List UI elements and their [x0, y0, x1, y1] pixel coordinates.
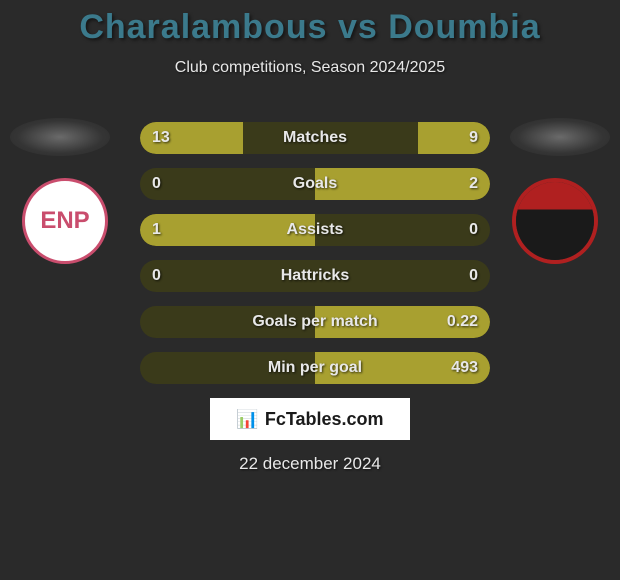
stat-row: 0.22Goals per match: [140, 306, 490, 338]
spotlight-left: [10, 118, 110, 156]
brand-box[interactable]: 📊 FcTables.com: [210, 398, 410, 440]
spotlight-right: [510, 118, 610, 156]
brand-text: FcTables.com: [265, 409, 384, 430]
team-badge-left-text: ENP: [40, 207, 89, 235]
page-title: Charalambous vs Doumbia: [0, 8, 620, 47]
stat-row: 139Matches: [140, 122, 490, 154]
stats-bars-container: 139Matches 02Goals 10Assists 00Hattricks 0.2…: [140, 122, 490, 398]
team-badge-right: [512, 178, 598, 264]
stat-row: 02Goals: [140, 168, 490, 200]
stat-label: Goals per match: [140, 306, 490, 338]
stat-label: Assists: [140, 214, 490, 246]
stat-row: 493Min per goal: [140, 352, 490, 384]
stat-label: Matches: [140, 122, 490, 154]
team-badge-left: ENP: [22, 178, 108, 264]
team-badge-right-inner: [516, 182, 594, 260]
header: Charalambous vs Doumbia Club competition…: [0, 0, 620, 77]
page-subtitle: Club competitions, Season 2024/2025: [0, 59, 620, 77]
chart-icon: 📊: [236, 409, 258, 430]
stat-row: 00Hattricks: [140, 260, 490, 292]
stat-row: 10Assists: [140, 214, 490, 246]
stat-label: Hattricks: [140, 260, 490, 292]
stat-label: Goals: [140, 168, 490, 200]
stat-label: Min per goal: [140, 352, 490, 384]
date-text: 22 december 2024: [0, 454, 620, 474]
